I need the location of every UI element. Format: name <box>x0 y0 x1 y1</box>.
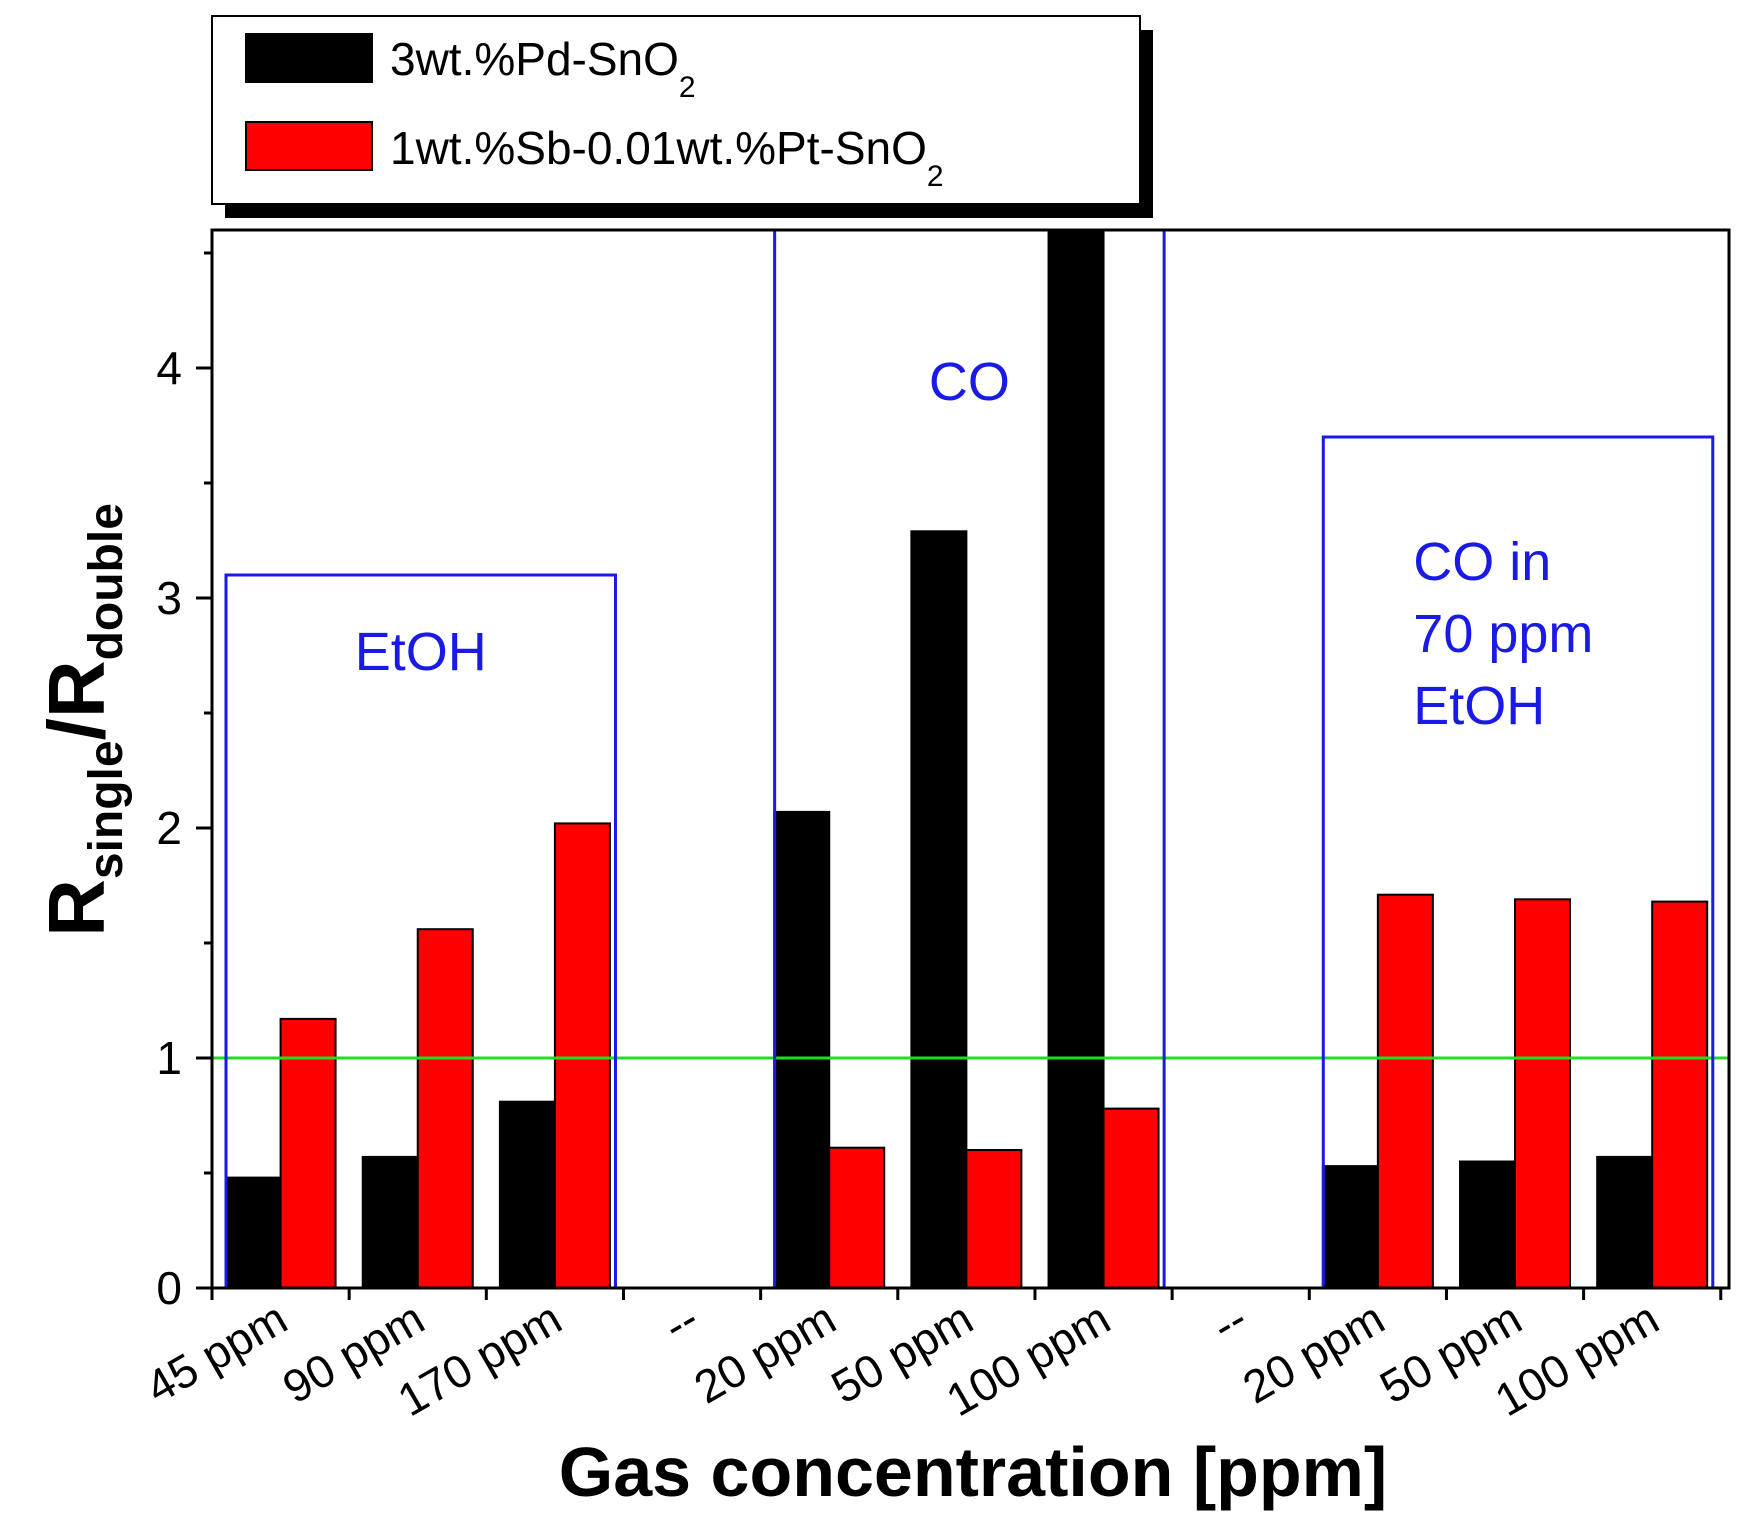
legend: 3wt.%Pd-SnO2 1wt.%Sb-0.01wt.%Pt-SnO2 <box>211 15 1153 218</box>
bar-series-1-5 <box>910 530 968 1289</box>
bar-series-2-10 <box>1651 900 1709 1289</box>
group-label-2: CO <box>929 352 1010 412</box>
bar-series-1-2 <box>498 1100 556 1289</box>
bar-series-2-1 <box>416 928 474 1289</box>
legend-swatch-series-1 <box>245 33 373 83</box>
x-tick-label: -- <box>655 1292 708 1352</box>
group-label-3-line-3: EtOH <box>1413 676 1545 736</box>
legend-label-series-1: 3wt.%Pd-SnO2 <box>390 33 696 104</box>
legend-swatch-series-2 <box>245 121 373 171</box>
x-tick-label: -- <box>1203 1292 1256 1352</box>
group-label-2-line-1: CO <box>929 352 1010 412</box>
bar-series-1-4 <box>773 810 831 1290</box>
y-tick-label: 2 <box>156 802 182 854</box>
bar-series-1-0 <box>224 1176 282 1289</box>
bar-series-2-4 <box>828 1146 886 1289</box>
bar-series-1-10 <box>1596 1155 1654 1290</box>
bar-series-2-0 <box>279 1017 337 1290</box>
group-label-3-line-1: CO in <box>1413 532 1551 592</box>
bar-series-2-9 <box>1514 898 1572 1289</box>
bar-series-1-1 <box>361 1155 419 1290</box>
bar-series-2-6 <box>1102 1107 1160 1289</box>
bar-series-1-6 <box>1047 229 1105 1289</box>
y-tick-label: 1 <box>156 1032 182 1084</box>
bar-series-2-8 <box>1376 893 1434 1289</box>
y-axis-title: Rsingle/Rdouble <box>32 503 133 937</box>
bar-series-2-2 <box>553 822 611 1290</box>
y-tick-label: 3 <box>156 572 182 624</box>
x-axis-title: Gas concentration [ppm] <box>559 1433 1387 1511</box>
group-label-3-line-2: 70 ppm <box>1413 604 1593 664</box>
group-label-1-line-1: EtOH <box>355 622 487 682</box>
legend-label-series-2: 1wt.%Sb-0.01wt.%Pt-SnO2 <box>390 122 944 193</box>
x-tick-label: 20 ppm <box>685 1292 844 1414</box>
bar-series-1-9 <box>1459 1160 1517 1289</box>
plot-frame <box>210 228 1731 1290</box>
y-tick-label: 0 <box>156 1262 182 1314</box>
group-label-3: CO in 70 ppm EtOH <box>1413 532 1593 736</box>
bar-series-2-5 <box>965 1149 1023 1289</box>
group-label-1: EtOH <box>355 622 487 682</box>
bar-series-1-8 <box>1321 1165 1379 1289</box>
y-tick-label: 4 <box>156 342 182 394</box>
x-tick-label: 20 ppm <box>1234 1292 1393 1414</box>
